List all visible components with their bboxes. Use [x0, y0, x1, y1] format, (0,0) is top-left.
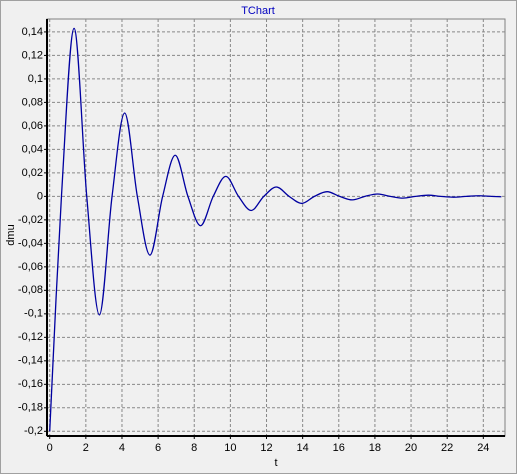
x-tick-label: 14 — [297, 442, 309, 454]
x-tick-label: 22 — [441, 442, 453, 454]
y-tick-label: -0,06 — [18, 261, 43, 273]
y-tick-label: -0,18 — [18, 402, 43, 414]
plot-area — [46, 18, 506, 437]
y-tick-label: -0,04 — [18, 237, 43, 249]
chart-title: TChart — [241, 5, 275, 17]
y-tick-label: 0,02 — [22, 167, 43, 179]
x-tick-label: 8 — [191, 442, 197, 454]
y-axis-label: dmu — [5, 224, 17, 245]
x-tick-label: 16 — [333, 442, 345, 454]
y-tick-label: -0,08 — [18, 284, 43, 296]
y-tick-label: 0,06 — [22, 120, 43, 132]
y-tick-label: 0,04 — [22, 143, 43, 155]
x-tick-label: 4 — [119, 442, 125, 454]
y-tick-label: 0,1 — [28, 73, 43, 85]
y-tick-label: -0,16 — [18, 378, 43, 390]
x-axis-label: t — [274, 457, 277, 469]
y-tick-label: -0,14 — [18, 355, 43, 367]
y-tick-label: -0,02 — [18, 214, 43, 226]
x-tick-label: 0 — [47, 442, 53, 454]
y-tick-label: -0,12 — [18, 331, 43, 343]
y-tick-label: 0,08 — [22, 96, 43, 108]
x-tick-label: 18 — [369, 442, 381, 454]
x-tick-label: 10 — [224, 442, 236, 454]
x-tick-label: 2 — [83, 442, 89, 454]
line-series — [49, 27, 502, 432]
x-tick-label: 20 — [405, 442, 417, 454]
y-tick-label: -0,1 — [24, 308, 43, 320]
x-tick-label: 6 — [155, 442, 161, 454]
y-tick-label: -0,2 — [24, 425, 43, 437]
y-tick-label: 0,12 — [22, 49, 43, 61]
y-tick-label: 0 — [37, 190, 43, 202]
x-tick-label: 24 — [477, 442, 489, 454]
y-tick-label: 0,14 — [22, 26, 43, 38]
x-tick-label: 12 — [260, 442, 272, 454]
